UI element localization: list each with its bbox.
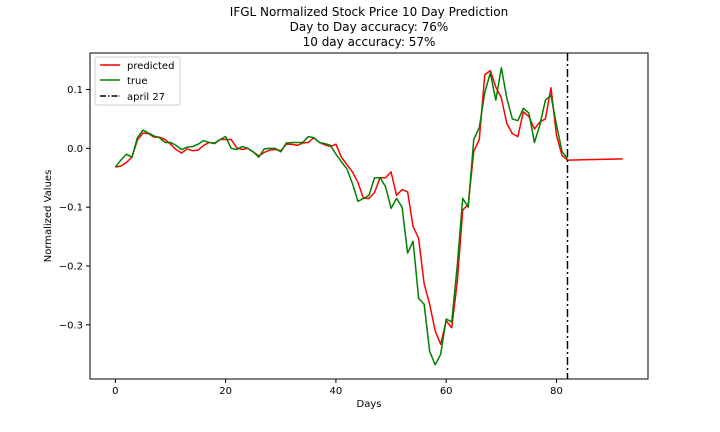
x-axis: 0 20 40 60 80 [112, 379, 563, 397]
legend-box [94, 56, 181, 106]
y-tick-label: 0.0 [67, 144, 83, 155]
x-tick-label: 60 [440, 386, 453, 397]
chart-title-line-3: 10 day accuracy: 57% [303, 35, 436, 49]
chart-title-line-2: Day to Day accuracy: 76% [290, 20, 449, 34]
chart-title-line-1: IFGL Normalized Stock Price 10 Day Predi… [230, 5, 508, 19]
x-tick-label: 80 [550, 386, 563, 397]
legend-label-april-27: april 27 [127, 92, 165, 103]
x-tick-label: 20 [219, 386, 232, 397]
x-tick-label: 40 [330, 386, 343, 397]
chart-title: IFGL Normalized Stock Price 10 Day Predi… [230, 5, 508, 49]
y-tick-label: −0.1 [59, 203, 83, 214]
series-layer [114, 66, 623, 366]
legend-label-predicted: predicted [127, 61, 174, 72]
plot-frame [89, 52, 649, 380]
series-line-predicted [115, 69, 623, 346]
y-tick-label: 0.1 [67, 85, 83, 96]
y-axis-label: Normalized Values [43, 170, 54, 263]
series-line-true [114, 66, 569, 366]
x-tick-label: 0 [112, 386, 118, 397]
y-axis: −0.3 −0.2 −0.1 0.0 0.1 [59, 85, 90, 331]
x-axis-label: Days [357, 399, 382, 410]
legend: predicted true april 27 [94, 56, 181, 106]
plot-area [89, 52, 649, 380]
legend-label-true: true [127, 76, 148, 87]
y-tick-label: −0.2 [59, 262, 83, 273]
y-tick-label: −0.3 [59, 320, 83, 331]
